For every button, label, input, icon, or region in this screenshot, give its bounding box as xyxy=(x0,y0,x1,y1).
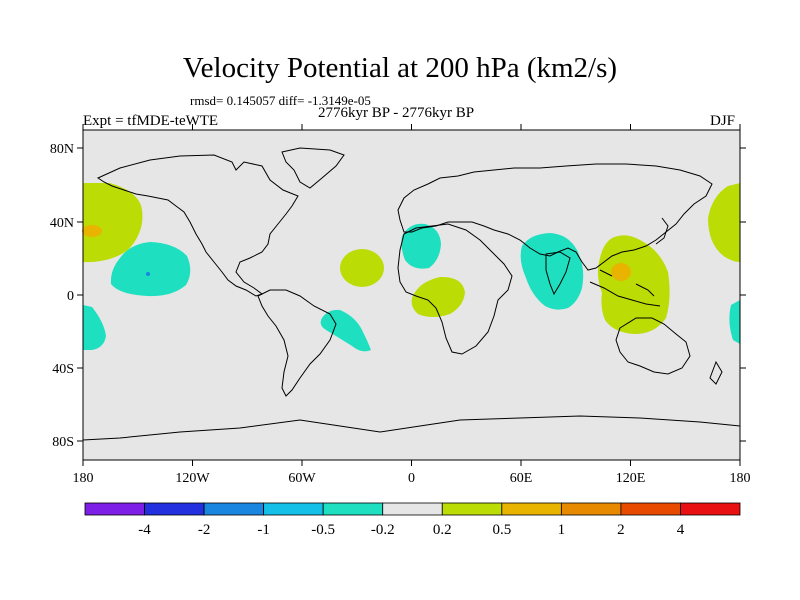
positive-region-dateline-west xyxy=(83,183,143,263)
lat-label-0: 0 xyxy=(67,289,74,304)
colorbar-box xyxy=(203,502,265,516)
colorbar-label: -0.5 xyxy=(311,522,335,538)
negative-region-north-pacific xyxy=(110,242,191,297)
coast-indonesia xyxy=(589,269,661,307)
lon-label-180-west: 180 xyxy=(73,471,94,486)
negative-core-north-pacific xyxy=(146,272,150,276)
coast-greenland xyxy=(281,147,345,189)
colorbar-box xyxy=(144,502,205,516)
coast-japan xyxy=(655,217,669,245)
lat-label-40s: 40S xyxy=(52,362,74,377)
lon-label-120w: 120W xyxy=(175,471,210,486)
colorbar-label: -0.2 xyxy=(371,522,395,538)
colorbar-label: -4 xyxy=(138,522,151,538)
coast-australia xyxy=(615,317,691,375)
colorbar-box xyxy=(501,502,562,516)
colorbar-box xyxy=(441,502,503,516)
anomaly-fields xyxy=(82,183,740,352)
negative-region-north-africa xyxy=(401,223,441,269)
season-label: DJF xyxy=(710,113,736,129)
coast-south-america xyxy=(257,289,337,397)
positive-region-dateline-east xyxy=(708,183,740,262)
map-title: Velocity Potential at 200 hPa (km2/s) xyxy=(182,52,618,84)
colorbar-box xyxy=(560,502,622,516)
lon-label-120e: 120E xyxy=(616,471,646,486)
negative-region-pacific-west-edge xyxy=(83,305,106,350)
coast-india xyxy=(545,251,571,296)
longitude-axis xyxy=(82,124,741,466)
positive-core-maritime-continent xyxy=(611,263,631,281)
coast-antarctica xyxy=(82,415,741,441)
colorbar-label: -2 xyxy=(198,522,211,538)
colorbar-label: 1 xyxy=(558,522,566,538)
coast-new-zealand xyxy=(709,360,723,385)
positive-region-atlantic xyxy=(340,249,384,287)
negative-region-pacific-east-edge xyxy=(729,300,740,344)
lon-label-0: 0 xyxy=(408,471,415,486)
positive-region-maritime-continent xyxy=(597,235,670,334)
coast-africa xyxy=(397,223,513,355)
experiment-label: Expt = tfMDE-teWTE xyxy=(83,113,219,129)
lat-label-80s: 80S xyxy=(52,435,74,450)
coast-north-america xyxy=(96,154,299,297)
positive-region-central-africa xyxy=(411,276,465,317)
colorbar-box xyxy=(382,502,443,516)
colorbar-box xyxy=(263,502,324,516)
colorbar-box xyxy=(680,502,741,516)
colorbar-label: 4 xyxy=(677,522,685,538)
lat-label-40n: 40N xyxy=(50,216,74,231)
colorbar-label: 2 xyxy=(617,522,625,538)
colorbar-label: -1 xyxy=(257,522,270,538)
lat-label-80n: 80N xyxy=(50,142,74,157)
latitude-axis xyxy=(77,147,746,442)
coast-europe-asia xyxy=(397,163,713,271)
colorbar-label: 0.2 xyxy=(433,522,452,538)
period-label: 2776kyr BP - 2776kyr BP xyxy=(318,105,475,121)
positive-core-dateline-west xyxy=(82,225,102,237)
lon-label-180-east: 180 xyxy=(730,471,751,486)
map-panel: 80N 40N 0 40S 80S 180 120W 60W 0 60E 120… xyxy=(50,124,751,486)
lon-label-60e: 60E xyxy=(510,471,533,486)
colorbar-box xyxy=(84,502,145,516)
colorbar-label: 0.5 xyxy=(492,522,511,538)
colorbar-box xyxy=(620,502,681,516)
lon-label-60w: 60W xyxy=(288,471,316,486)
colorbar-box xyxy=(322,502,384,516)
stats-label: rmsd= 0.145057 diff= -1.3149e-05 xyxy=(190,93,371,108)
coastlines xyxy=(82,147,741,441)
colorbar: -4 -2 -1 -0.5 -0.2 0.2 0.5 1 2 4 xyxy=(84,502,741,538)
